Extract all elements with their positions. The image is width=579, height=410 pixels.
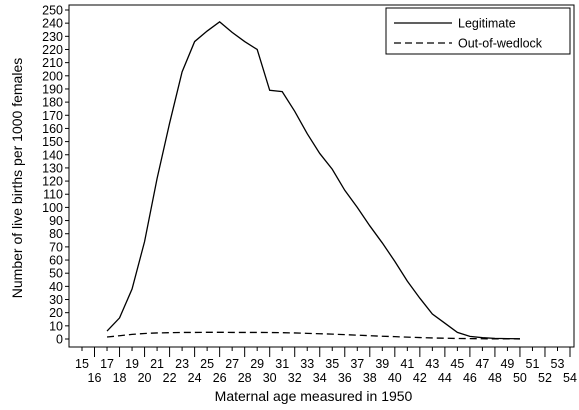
- y-tick-label: 180: [42, 96, 63, 110]
- y-tick-label: 250: [42, 4, 63, 18]
- y-tick-label: 140: [42, 148, 63, 162]
- x-tick-label: 48: [488, 371, 502, 385]
- x-tick-label: 24: [188, 371, 202, 385]
- legend-label: Out-of-wedlock: [458, 37, 543, 51]
- x-tick-label: 19: [125, 357, 139, 371]
- x-axis-title: Maternal age measured in 1950: [215, 388, 413, 404]
- x-tick-label: 26: [213, 371, 227, 385]
- x-tick-label: 39: [375, 357, 389, 371]
- x-tick-label: 27: [225, 357, 239, 371]
- x-tick-label: 42: [413, 371, 427, 385]
- y-tick-label: 190: [42, 82, 63, 96]
- x-tick-label: 38: [363, 371, 377, 385]
- x-tick-label: 49: [500, 357, 514, 371]
- series-layer: [107, 22, 520, 339]
- x-tick-label: 33: [300, 357, 314, 371]
- y-tick-label: 90: [49, 214, 63, 228]
- y-tick-label: 80: [49, 227, 63, 241]
- x-tick-label: 53: [551, 357, 565, 371]
- plot-area: [69, 5, 574, 347]
- x-tick-label: 20: [138, 371, 152, 385]
- y-axis: 0102030405060708090100110120130140150160…: [42, 4, 69, 347]
- plot-border: [69, 5, 574, 347]
- series-line-legitimate: [107, 22, 520, 339]
- x-tick-label: 34: [313, 371, 327, 385]
- x-tick-label: 21: [150, 357, 164, 371]
- x-tick-label: 46: [463, 371, 477, 385]
- y-tick-label: 110: [43, 188, 63, 202]
- x-tick-label: 51: [526, 357, 540, 371]
- x-tick-label: 31: [275, 357, 289, 371]
- x-tick-label: 36: [338, 371, 352, 385]
- y-tick-label: 230: [42, 30, 63, 44]
- x-tick-label: 45: [450, 357, 464, 371]
- x-tick-label: 32: [288, 371, 302, 385]
- y-tick-label: 10: [49, 319, 63, 333]
- y-tick-label: 160: [42, 122, 63, 136]
- x-tick-label: 15: [75, 357, 89, 371]
- x-tick-label: 40: [388, 371, 402, 385]
- y-tick-label: 200: [42, 69, 63, 83]
- y-tick-label: 50: [49, 267, 63, 281]
- x-tick-label: 25: [200, 357, 214, 371]
- x-tick-label: 17: [100, 357, 114, 371]
- y-tick-label: 240: [42, 17, 63, 31]
- x-tick-label: 28: [238, 371, 252, 385]
- x-tick-label: 35: [325, 357, 339, 371]
- legend-label: Legitimate: [458, 17, 516, 31]
- y-tick-label: 20: [49, 306, 63, 320]
- y-tick-label: 210: [42, 56, 63, 70]
- x-tick-label: 44: [438, 371, 452, 385]
- x-tick-label: 18: [113, 371, 127, 385]
- x-tick-label: 30: [263, 371, 277, 385]
- y-tick-label: 130: [42, 161, 63, 175]
- x-tick-label: 47: [475, 357, 489, 371]
- y-tick-label: 0: [56, 333, 63, 347]
- x-tick-label: 29: [250, 357, 264, 371]
- y-tick-label: 150: [42, 135, 63, 149]
- x-tick-label: 16: [88, 371, 102, 385]
- y-tick-label: 220: [42, 43, 63, 57]
- y-tick-label: 40: [49, 280, 63, 294]
- x-tick-label: 22: [163, 371, 177, 385]
- y-tick-label: 170: [42, 109, 63, 123]
- x-tick-label: 41: [400, 357, 414, 371]
- y-tick-label: 30: [49, 293, 63, 307]
- x-tick-label: 52: [538, 371, 552, 385]
- legend: Legitimate Out-of-wedlock: [386, 8, 570, 54]
- x-tick-label: 54: [563, 371, 577, 385]
- x-tick-label: 37: [350, 357, 364, 371]
- x-tick-label: 43: [425, 357, 439, 371]
- y-tick-label: 60: [49, 254, 63, 268]
- y-tick-label: 70: [49, 240, 63, 254]
- x-tick-label: 23: [175, 357, 189, 371]
- y-axis-title: Number of live births per 1000 females: [9, 58, 25, 298]
- x-tick-label: 50: [513, 371, 527, 385]
- x-axis: 1516171819202122232425262728293031323334…: [75, 347, 577, 385]
- y-tick-label: 100: [42, 201, 63, 215]
- y-tick-label: 120: [42, 175, 63, 189]
